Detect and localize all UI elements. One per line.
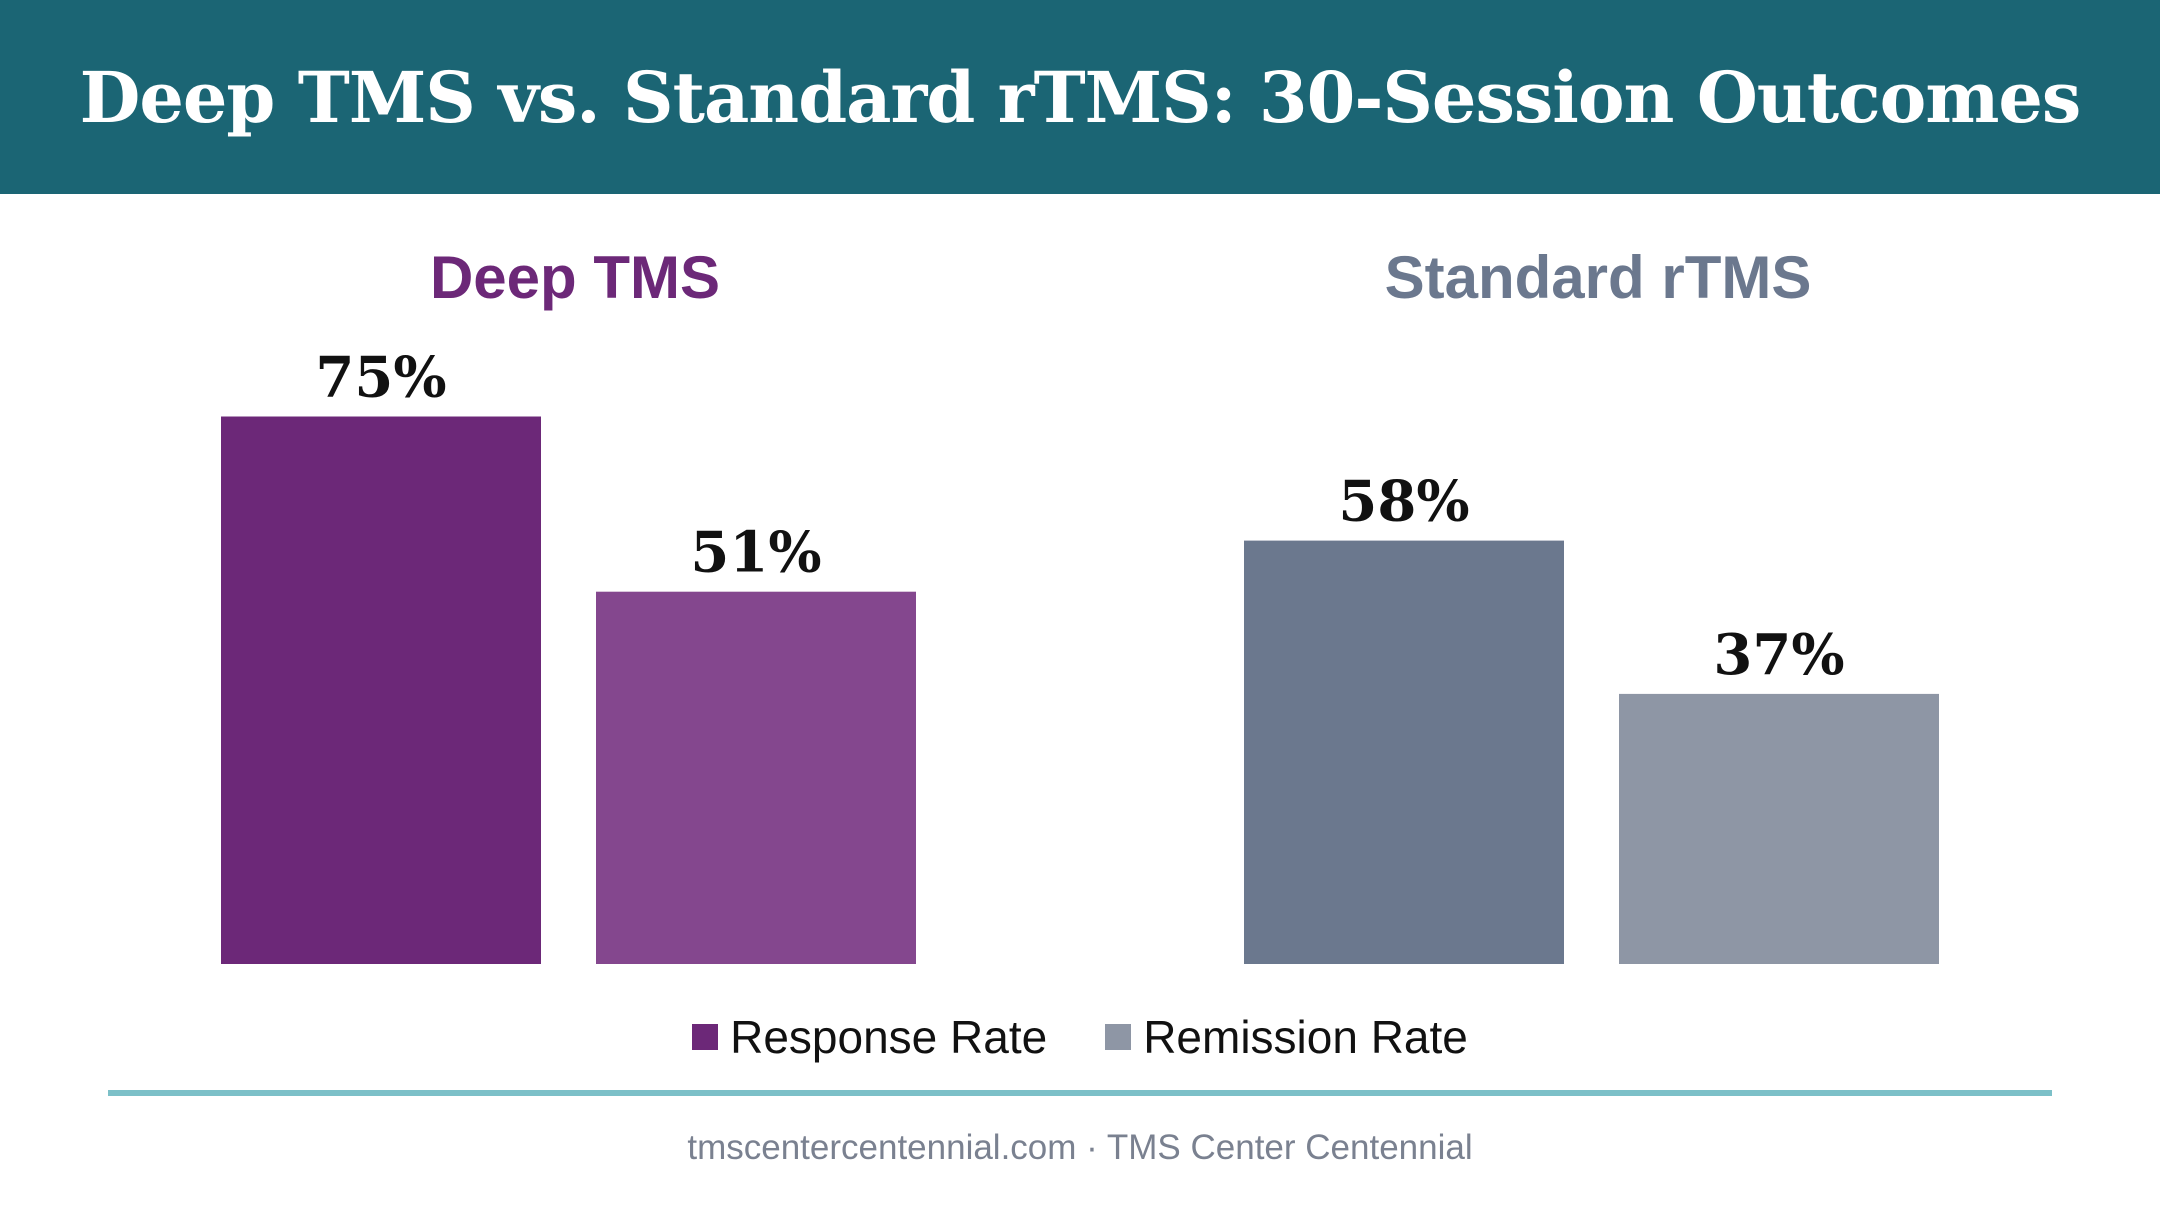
chart-title: Deep TMS vs. Standard rTMS: 30-Session O… bbox=[79, 55, 2082, 139]
bar-deep-tms-response-rate bbox=[221, 416, 541, 964]
legend-swatch-remission bbox=[1105, 1024, 1132, 1050]
legend-item-response: Response Rate bbox=[692, 1010, 1047, 1064]
legend-label-remission: Remission Rate bbox=[1143, 1011, 1468, 1063]
bar-standard-rtms-remission-rate bbox=[1619, 693, 1939, 964]
footer-source: tmscentercentennial.com · TMS Center Cen… bbox=[687, 1128, 1473, 1167]
legend-item-remission: Remission Rate bbox=[1105, 1010, 1468, 1064]
group-title-deep-tms: Deep TMS bbox=[429, 244, 721, 311]
value-label-deep-tms-response-rate: 75% bbox=[315, 345, 446, 411]
bar-standard-rtms-response-rate bbox=[1244, 540, 1564, 964]
legend-label-response: Response Rate bbox=[730, 1011, 1048, 1063]
title-banner: Deep TMS vs. Standard rTMS: 30-Session O… bbox=[0, 0, 2160, 194]
legend: Response Rate Remission Rate bbox=[0, 1002, 2160, 1072]
divider-line bbox=[108, 1090, 2052, 1096]
value-label-deep-tms-remission-rate: 51% bbox=[690, 520, 821, 586]
value-label-standard-rtms-response-rate: 58% bbox=[1338, 469, 1469, 535]
legend-swatch-response bbox=[692, 1024, 719, 1050]
bar-deep-tms-remission-rate bbox=[596, 591, 916, 964]
value-label-standard-rtms-remission-rate: 37% bbox=[1713, 622, 1844, 688]
group-title-standard-rtms: Standard rTMS bbox=[1384, 244, 1812, 311]
